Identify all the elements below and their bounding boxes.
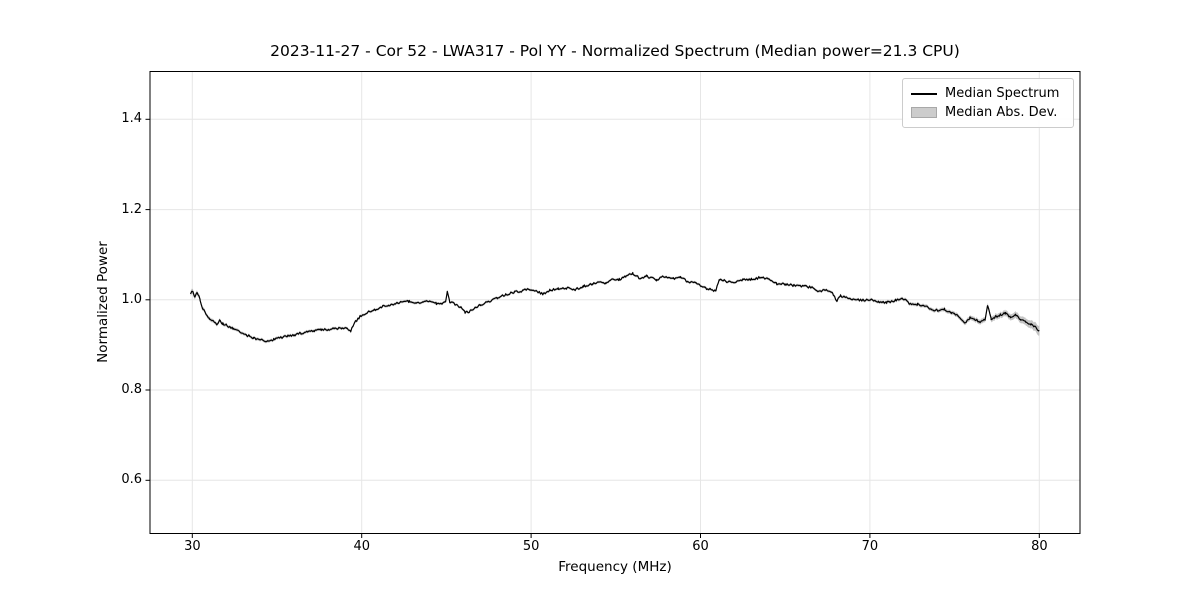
x-tick-label: 80 [1031, 539, 1048, 554]
x-tick-label: 40 [353, 539, 370, 554]
x-tick-label: 30 [184, 539, 201, 554]
legend: Median Spectrum Median Abs. Dev. [902, 78, 1074, 128]
line-swatch-icon [911, 92, 937, 95]
y-tick-label: 0.8 [121, 382, 142, 398]
legend-label-median-spectrum: Median Spectrum [945, 86, 1060, 101]
x-tick-label: 70 [861, 539, 879, 554]
chart-title: 2023-11-27 - Cor 52 - LWA317 - Pol YY - … [270, 42, 960, 60]
legend-item-median-abs-dev: Median Abs. Dev. [911, 103, 1065, 122]
x-axis-label: Frequency (MHz) [558, 559, 672, 575]
y-tick-label: 1.2 [121, 201, 142, 217]
y-tick-label: 1.4 [121, 111, 142, 127]
y-tick-label: 1.0 [121, 291, 142, 307]
x-tick-label: 60 [692, 539, 709, 554]
patch-swatch-icon [911, 107, 937, 118]
x-tick-label: 50 [522, 539, 540, 554]
legend-label-median-abs-dev: Median Abs. Dev. [945, 105, 1058, 120]
y-tick-label: 0.6 [121, 472, 142, 488]
legend-item-median-spectrum: Median Spectrum [911, 84, 1065, 103]
